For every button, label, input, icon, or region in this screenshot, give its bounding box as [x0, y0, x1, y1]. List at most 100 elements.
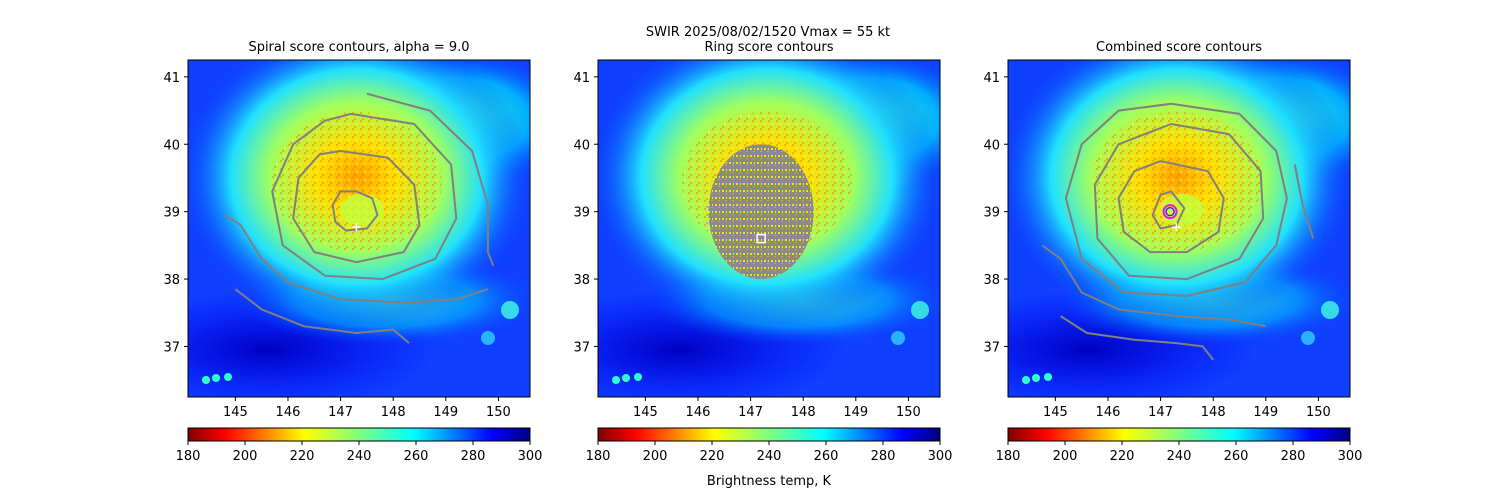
- contour-line: [292, 150, 421, 264]
- convection-speckle: [271, 111, 442, 252]
- colorbar: [1007, 427, 1351, 442]
- center-plus-marker: [1172, 223, 1181, 232]
- x-tick-label: 145: [633, 405, 658, 420]
- figure-suptitle: SWIR 2025/08/02/1520 Vmax = 55 kt: [646, 25, 890, 40]
- colorbar-tick-label: 220: [290, 449, 315, 464]
- colorbar-label: Brightness temp, K: [707, 474, 832, 489]
- contour-line: [1060, 315, 1214, 361]
- cloud-spot: [891, 331, 905, 345]
- x-tick-label: 148: [1201, 405, 1226, 420]
- colorbar-tick-label: 200: [1053, 449, 1078, 464]
- cloud-spot: [1044, 373, 1052, 381]
- colorbar-tick-label: 280: [1281, 449, 1306, 464]
- colorbar: [597, 427, 941, 442]
- contour-line: [1293, 164, 1315, 239]
- cloud-spot: [1032, 374, 1040, 382]
- cloud-spot: [622, 374, 630, 382]
- y-tick-label: 41: [163, 71, 180, 86]
- x-tick-label: 145: [223, 405, 248, 420]
- contour-line: [1041, 244, 1266, 328]
- y-tick-label: 37: [163, 340, 180, 355]
- colorbar-tick-label: 200: [643, 449, 668, 464]
- colorbar: [187, 427, 531, 442]
- cloud-spot: [1301, 331, 1315, 345]
- contour-line: [1151, 190, 1186, 230]
- x-tick-label: 149: [1253, 405, 1278, 420]
- colorbar-tick-label: 180: [996, 449, 1021, 464]
- y-tick-label: 40: [983, 138, 1000, 153]
- satellite-image: [188, 60, 530, 397]
- y-tick-label: 37: [573, 340, 590, 355]
- panel-combined: Combined score contours 145 146 147 148 149 15…: [983, 40, 1363, 464]
- colorbar-tick-label: 200: [233, 449, 258, 464]
- colorbar-tick-label: 220: [700, 449, 725, 464]
- x-tick-label: 145: [1043, 405, 1068, 420]
- x-tick-label: 148: [381, 405, 406, 420]
- x-tick-label: 147: [738, 405, 763, 420]
- axes-frame: [597, 59, 941, 398]
- y-tick-label: 41: [573, 71, 590, 86]
- colorbar-tick-label: 240: [757, 449, 782, 464]
- y-tick-label: 40: [163, 138, 180, 153]
- combined-center-circle-outer: [1162, 204, 1178, 220]
- cloud-spot: [1321, 301, 1339, 319]
- combined-center-circle-inner: [1165, 206, 1175, 217]
- x-tick-label: 150: [1306, 405, 1331, 420]
- colorbar-tick-label: 240: [347, 449, 372, 464]
- colorbar-tick-label: 260: [1224, 449, 1249, 464]
- colorbar-tick-label: 300: [928, 449, 953, 464]
- x-tick-label: 150: [896, 405, 921, 420]
- panel-title: Spiral score contours, alpha = 9.0: [248, 40, 469, 55]
- contour-line: [234, 288, 410, 344]
- x-tick-label: 149: [843, 405, 868, 420]
- colorbar-tick-label: 260: [814, 449, 839, 464]
- ring-score-disk: [708, 144, 814, 280]
- cloud-spot: [501, 301, 519, 319]
- panel-spiral: Spiral score contours, alpha = 9.0 145 146…: [163, 40, 542, 464]
- cloud-spot: [634, 373, 642, 381]
- y-tick-label: 38: [573, 273, 590, 288]
- y-tick-label: 38: [163, 273, 180, 288]
- x-tick-label: 146: [276, 405, 301, 420]
- contour-group: [1041, 102, 1315, 361]
- colorbar-tick-label: 180: [586, 449, 611, 464]
- y-tick-label: 41: [983, 71, 1000, 86]
- convection-speckle: [1091, 111, 1262, 252]
- colorbar-tick-label: 240: [1167, 449, 1192, 464]
- x-tick-label: 146: [1096, 405, 1121, 420]
- cloud-spot: [612, 376, 620, 384]
- colorbar-tick-label: 180: [176, 449, 201, 464]
- panel-title: Ring score contours: [704, 40, 833, 55]
- cloud-spot: [481, 331, 495, 345]
- y-tick-label: 39: [573, 206, 590, 221]
- y-tick-label: 40: [573, 138, 590, 153]
- x-tick-label: 147: [328, 405, 353, 420]
- cloud-spot: [1022, 376, 1030, 384]
- cloud-spot: [224, 373, 232, 381]
- panel-title: Combined score contours: [1096, 40, 1262, 55]
- colorbar-tick-label: 300: [1338, 449, 1363, 464]
- contour-line: [1064, 102, 1288, 297]
- colorbar-tick-label: 220: [1110, 449, 1135, 464]
- contour-group: [224, 92, 495, 344]
- x-tick-label: 147: [1148, 405, 1173, 420]
- colorbar-tick-label: 280: [871, 449, 896, 464]
- contour-line: [224, 214, 489, 304]
- x-tick-label: 150: [486, 405, 511, 420]
- center-plus-marker: [352, 223, 361, 232]
- cloud-spot: [212, 374, 220, 382]
- cloud-spot: [911, 301, 929, 319]
- colorbar-tick-label: 280: [461, 449, 486, 464]
- contour-line: [1117, 160, 1225, 254]
- satellite-image: [1008, 60, 1350, 397]
- cloud-spot: [202, 376, 210, 384]
- contour-line: [331, 190, 379, 232]
- x-tick-label: 149: [433, 405, 458, 420]
- y-tick-label: 39: [163, 206, 180, 221]
- contour-line: [1093, 123, 1265, 281]
- axes-frame: [1007, 59, 1351, 398]
- x-tick-label: 146: [686, 405, 711, 420]
- x-tick-label: 148: [791, 405, 816, 420]
- contour-line: [271, 112, 458, 281]
